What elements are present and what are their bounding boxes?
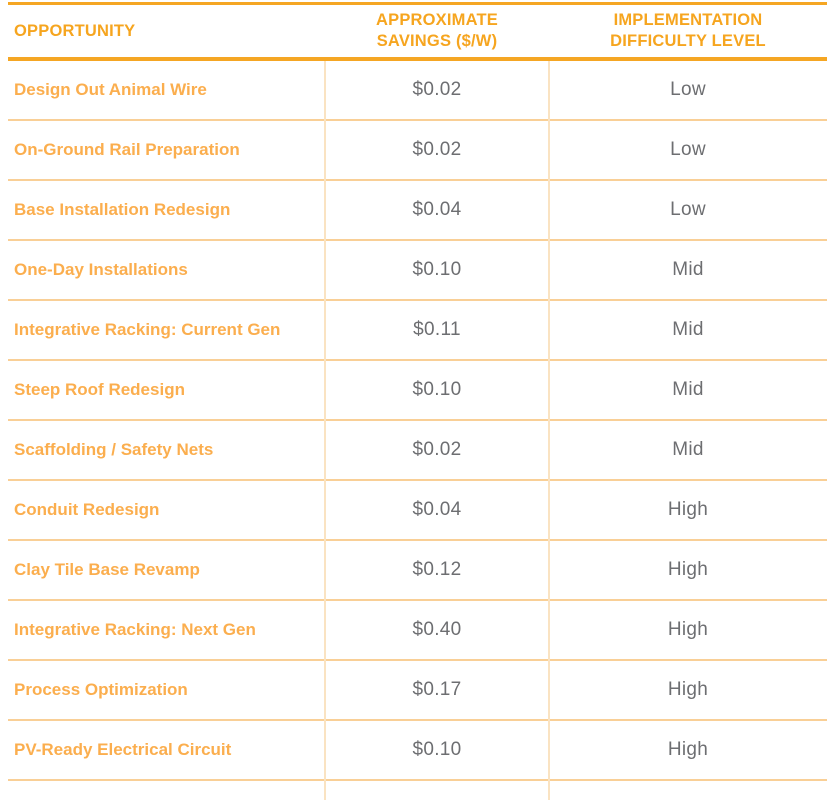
table-header-rule xyxy=(8,57,827,61)
table-body: Design Out Animal Wire $0.02 Low On-Grou… xyxy=(8,61,827,800)
table-row: On-Ground Rail Preparation $0.02 Low xyxy=(8,121,827,181)
opportunity-cell: Base Installation Redesign xyxy=(14,200,231,219)
opportunity-savings-table: OPPORTUNITY APPROXIMATE SAVINGS ($/W) IM… xyxy=(8,0,827,800)
opportunity-cell: Clay Tile Base Revamp xyxy=(14,560,200,579)
table-row: Integrative Racking: Current Gen $0.11 M… xyxy=(8,301,827,361)
savings-cell: $0.02 xyxy=(412,439,462,460)
savings-cell: $0.02 xyxy=(412,139,462,160)
table-top-rule xyxy=(8,2,827,5)
difficulty-cell: High xyxy=(667,499,709,520)
savings-cell: $0.11 xyxy=(413,319,461,340)
difficulty-cell: Mid xyxy=(672,439,704,460)
table-row: Steep Roof Redesign $0.10 Mid xyxy=(8,361,827,421)
savings-cell: $0.04 xyxy=(412,499,462,520)
column-header-difficulty: IMPLEMENTATION DIFFICULTY LEVEL xyxy=(610,11,766,50)
table-row: Conduit Redesign $0.04 High xyxy=(8,481,827,541)
savings-cell: $0.10 xyxy=(412,259,462,280)
savings-cell: $0.04 xyxy=(412,199,462,220)
difficulty-cell: Low xyxy=(670,199,706,220)
difficulty-cell: High xyxy=(667,619,709,640)
savings-cell: $0.40 xyxy=(412,619,462,640)
savings-cell: $0.10 xyxy=(412,379,462,400)
opportunity-cell: Scaffolding / Safety Nets xyxy=(14,440,214,459)
table-row: Design Out Animal Wire $0.02 Low xyxy=(8,61,827,121)
opportunity-cell: Integrative Racking: Next Gen xyxy=(14,620,256,639)
difficulty-cell: Mid xyxy=(672,379,704,400)
opportunity-cell: Integrative Racking: Current Gen xyxy=(14,320,281,339)
savings-cell: $0.10 xyxy=(412,739,462,760)
table-row: PV-Ready Electrical Circuit $0.10 High xyxy=(8,721,827,781)
difficulty-cell: Mid xyxy=(672,259,704,280)
savings-cell: $0.12 xyxy=(412,559,462,580)
column-divider-1 xyxy=(324,61,326,800)
column-header-opportunity: OPPORTUNITY xyxy=(14,21,136,40)
opportunity-cell: Conduit Redesign xyxy=(14,500,160,519)
table-row: One-Day Installations $0.10 Mid xyxy=(8,241,827,301)
opportunity-cell: On-Ground Rail Preparation xyxy=(14,140,240,159)
difficulty-cell: Low xyxy=(670,79,706,100)
table-row: Process Optimization $0.17 High xyxy=(8,661,827,721)
opportunity-cell: Process Optimization xyxy=(14,680,188,699)
opportunity-cell: Design Out Animal Wire xyxy=(14,80,207,99)
table-row: Base Installation Redesign $0.04 Low xyxy=(8,181,827,241)
opportunity-cell: Steep Roof Redesign xyxy=(14,380,185,399)
difficulty-cell: High xyxy=(667,679,709,700)
column-divider-2 xyxy=(548,61,550,800)
table-row: Clay Tile Base Revamp $0.12 High xyxy=(8,541,827,601)
difficulty-cell: High xyxy=(667,739,709,760)
savings-cell: $0.17 xyxy=(412,679,462,700)
savings-cell: $0.02 xyxy=(412,79,462,100)
table-row: Scaffolding / Safety Nets $0.02 Mid xyxy=(8,421,827,481)
opportunity-cell: One-Day Installations xyxy=(14,260,188,279)
column-header-savings: APPROXIMATE SAVINGS ($/W) xyxy=(376,11,498,50)
table-row: Integrative Racking: Next Gen $0.40 High xyxy=(8,601,827,661)
table-header-row: OPPORTUNITY APPROXIMATE SAVINGS ($/W) IM… xyxy=(8,5,827,57)
difficulty-cell: Mid xyxy=(672,319,704,340)
opportunity-cell: PV-Ready Electrical Circuit xyxy=(14,740,232,759)
difficulty-cell: Low xyxy=(670,139,706,160)
difficulty-cell: High xyxy=(667,559,709,580)
